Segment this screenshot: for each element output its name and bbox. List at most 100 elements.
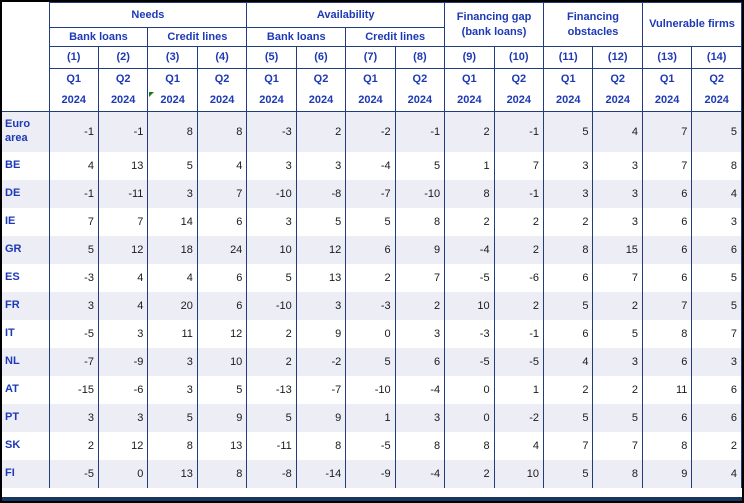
quarter-label: Q1: [165, 73, 180, 85]
value-cell: 4: [97, 263, 149, 292]
value-cell: 12: [196, 319, 248, 348]
value-cell: 2: [444, 459, 495, 488]
value-cell: 7: [592, 431, 643, 460]
value-cell: -7: [295, 375, 347, 404]
group-financing-gap: Financing gap (bank loans): [444, 2, 545, 47]
value-cell: 10: [196, 347, 248, 376]
value-cell: 12: [295, 235, 347, 264]
value-cell: 6: [196, 263, 248, 292]
column-number: (11): [543, 46, 594, 69]
column-number: (10): [493, 46, 545, 69]
value-cell: 5: [345, 347, 396, 376]
value-cell: 6: [691, 375, 742, 404]
value-cell: -1: [493, 179, 545, 208]
column-group-row: Needs Availability Financing gap (bank l…: [2, 2, 742, 112]
column-number-row: (1) (2) (3) (4) (5) (6) (7) (8) (9) (10) (11) (12)(…: [2, 46, 742, 69]
value-cell: -1: [493, 111, 545, 152]
quarter-label: Q2: [115, 73, 131, 85]
value-cell: 7: [641, 291, 693, 320]
value-cell: 3: [543, 179, 594, 208]
value-cell: -11: [246, 431, 297, 460]
column-number: (6): [295, 46, 347, 69]
year-label: 2024: [358, 94, 383, 106]
value-cell: 5: [147, 151, 198, 180]
value-cell: 3: [246, 151, 297, 180]
value-cell: 3: [97, 319, 149, 348]
row-label: BE: [2, 151, 50, 180]
value-cell: 2: [345, 263, 396, 292]
column-number: (13): [641, 46, 693, 69]
value-cell: -4: [394, 375, 446, 404]
value-cell: 5: [345, 207, 396, 236]
value-cell: 8: [641, 319, 693, 348]
value-cell: 14: [147, 207, 198, 236]
value-cell: -4: [444, 235, 495, 264]
spacer-row: [2, 487, 742, 498]
value-cell: 8: [592, 459, 643, 488]
group-needs: Needs: [48, 2, 248, 28]
year-label: 2024: [407, 94, 433, 106]
value-cell: 8: [444, 431, 495, 460]
value-cell: 2: [493, 235, 545, 264]
value-cell: -6: [493, 263, 545, 292]
value-cell: -3: [345, 291, 396, 320]
value-cell: 3: [592, 207, 643, 236]
quarter-label: Q2: [313, 73, 329, 85]
value-cell: 7: [543, 431, 594, 460]
value-cell: -10: [246, 179, 297, 208]
value-cell: 9: [394, 235, 446, 264]
group-availability: Availability: [246, 2, 446, 28]
column-number: (14): [691, 46, 742, 69]
value-cell: 0: [444, 403, 495, 432]
value-cell: 8: [147, 431, 198, 460]
value-cell: -5: [493, 347, 545, 376]
value-cell: -13: [246, 375, 297, 404]
value-cell: 5: [691, 111, 742, 152]
value-cell: 3: [592, 179, 643, 208]
value-cell: 4: [592, 111, 643, 152]
value-cell: 3: [394, 319, 446, 348]
value-cell: 5: [691, 263, 742, 292]
value-cell: 3: [147, 347, 198, 376]
value-cell: -1: [394, 111, 446, 152]
column-period: Q1 2024: [48, 68, 99, 112]
value-cell: 9: [295, 319, 347, 348]
value-cell: 8: [641, 431, 693, 460]
row-label: IE: [2, 207, 50, 236]
quarter-label: Q2: [412, 73, 428, 85]
value-cell: -5: [444, 347, 495, 376]
quarter-label: Q1: [264, 73, 279, 85]
value-cell: 9: [641, 459, 693, 488]
value-cell: 12: [97, 235, 149, 264]
value-cell: 2: [543, 207, 594, 236]
value-cell: 3: [295, 151, 347, 180]
value-cell: 13: [295, 263, 347, 292]
value-cell: 7: [493, 151, 545, 180]
value-cell: 5: [246, 263, 297, 292]
subgroup-availability-bank-loans: Bank loans: [246, 27, 347, 47]
value-cell: 10: [444, 291, 495, 320]
table-row: FR 3 4 20 6 -10 3 -3 2 10 2 5 2 7 5: [2, 291, 742, 320]
value-cell: 7: [196, 179, 248, 208]
value-cell: 6: [641, 179, 693, 208]
table-row: NL -7 -9 3 10 2 -2 5 6 -5 -5 4 3 6 3: [2, 347, 742, 376]
value-cell: -3: [444, 319, 495, 348]
table-row: IT -5 3 11 12 2 9 0 3 -3 -1 6 5 8 7: [2, 319, 742, 348]
quarter-label: Q2: [709, 73, 725, 85]
value-cell: 2: [543, 375, 594, 404]
value-cell: 2: [295, 111, 347, 152]
column-period: Q2 2024: [295, 68, 347, 112]
value-cell: -5: [345, 431, 396, 460]
value-cell: 3: [592, 151, 643, 180]
value-cell: 8: [394, 431, 446, 460]
subgroup-needs-credit-lines: Credit lines: [147, 27, 248, 47]
table-row: SK 2 12 8 13 -11 8 -5 8 8 4 7 7 8 2: [2, 431, 742, 460]
quarter-label: Q1: [462, 73, 477, 85]
value-cell: 2: [493, 207, 545, 236]
value-cell: 3: [691, 347, 742, 376]
value-cell: -14: [295, 459, 347, 488]
row-label: FR: [2, 291, 50, 320]
value-cell: 7: [641, 151, 693, 180]
value-cell: 1: [493, 375, 545, 404]
